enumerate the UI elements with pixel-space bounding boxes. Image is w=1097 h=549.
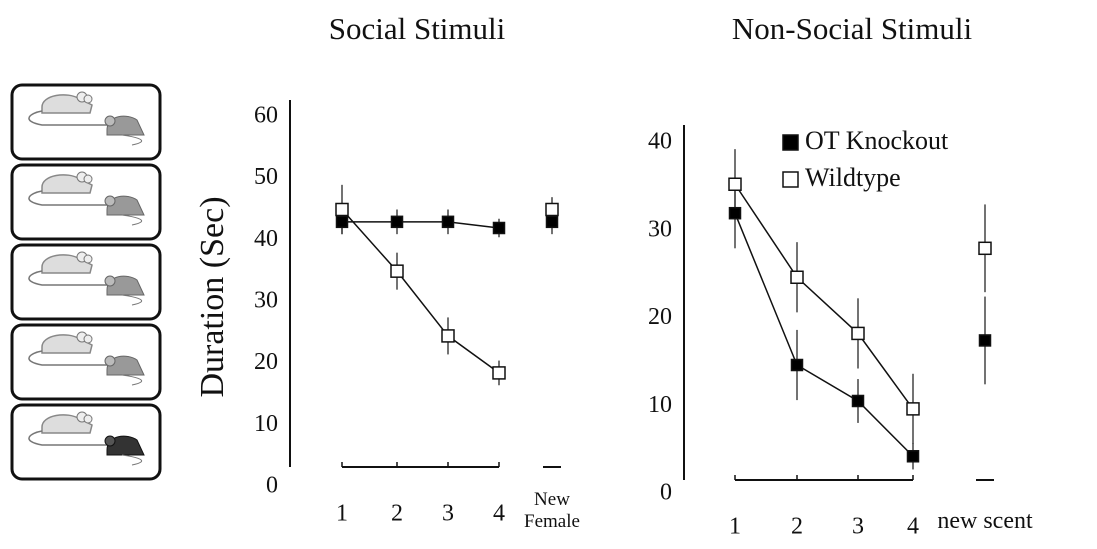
y-tick-label: 40 xyxy=(254,226,278,252)
y-tick-label: 10 xyxy=(648,392,672,418)
marker xyxy=(978,241,992,256)
y-tick-label: 30 xyxy=(254,288,278,314)
series-line xyxy=(342,221,500,229)
x-tick-label: 3 xyxy=(442,501,454,527)
y-tick-label: 50 xyxy=(254,164,278,190)
marker xyxy=(390,215,404,229)
marker xyxy=(390,264,404,278)
marker xyxy=(906,450,920,463)
marker xyxy=(851,326,865,341)
series-line xyxy=(734,183,914,410)
x-tick-label: 4 xyxy=(493,501,505,527)
series-line xyxy=(341,209,500,374)
marker xyxy=(492,221,506,235)
legend-label: Wildtype xyxy=(805,163,901,192)
chart-title: Social Stimuli xyxy=(329,11,506,46)
marker xyxy=(906,402,920,416)
x-tick-label: 4 xyxy=(907,514,919,540)
marker xyxy=(335,215,349,229)
marker xyxy=(335,202,349,217)
x-tick-label: 3 xyxy=(852,514,864,540)
legend-swatch xyxy=(782,134,799,151)
y-tick-label: 40 xyxy=(648,129,672,155)
x-tick-label: New Female xyxy=(524,489,580,532)
marker xyxy=(492,366,506,380)
chart-title: Non-Social Stimuli xyxy=(732,11,973,46)
marker xyxy=(728,206,742,220)
marker xyxy=(441,215,455,229)
x-tick-label-box: new scent xyxy=(937,508,1033,534)
y-tick-label: 10 xyxy=(254,411,278,437)
y-axis-label: Duration (Sec) xyxy=(194,196,231,397)
y-tick-label: 20 xyxy=(254,349,278,375)
marker xyxy=(978,334,992,347)
x-tick-label: 2 xyxy=(391,501,403,527)
series-line xyxy=(734,212,914,457)
x-tick-label: 1 xyxy=(336,501,348,527)
y-tick-label: 30 xyxy=(648,216,672,242)
y-tick-label: 0 xyxy=(266,473,278,499)
legend-label: OT Knockout xyxy=(805,126,949,155)
x-tick-label: 1 xyxy=(729,514,741,540)
marker xyxy=(851,394,865,408)
y-tick-label: 60 xyxy=(254,103,278,129)
x-tick-label: 2 xyxy=(791,514,803,540)
marker xyxy=(728,177,742,191)
marker xyxy=(545,215,559,229)
marker xyxy=(441,329,455,343)
x-tick-label-box: New Female xyxy=(524,489,580,532)
y-tick-label: 20 xyxy=(648,304,672,330)
legend-swatch xyxy=(782,171,799,188)
marker xyxy=(790,270,804,285)
x-tick-label: new scent xyxy=(937,508,1033,534)
y-tick-label: 0 xyxy=(660,480,672,506)
marker xyxy=(790,358,804,372)
marker xyxy=(545,202,559,217)
stimulus-icons xyxy=(10,83,162,481)
